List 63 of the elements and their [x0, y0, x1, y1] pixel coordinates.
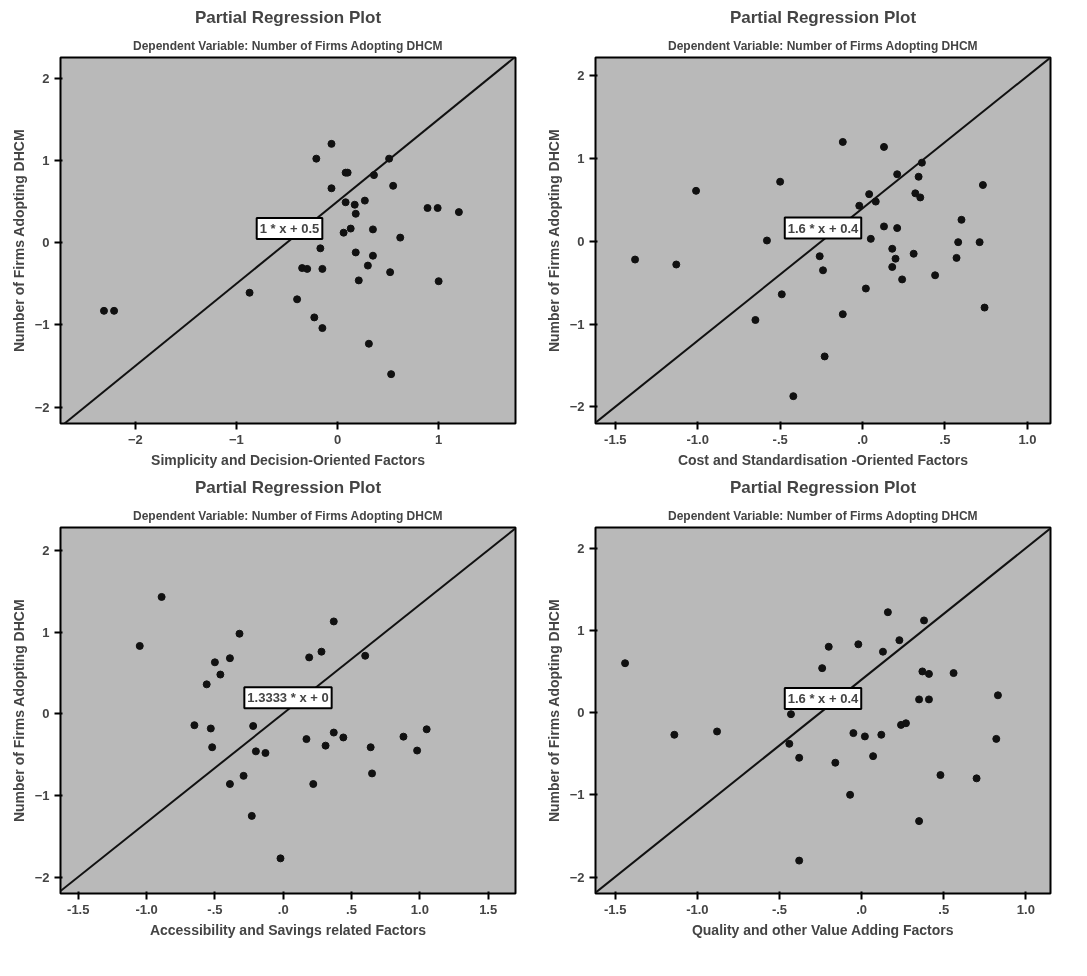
- x-tick-label: 1: [435, 431, 443, 447]
- y-tick-label: 1: [577, 622, 585, 638]
- y-tick-label: 0: [42, 706, 50, 722]
- y-tick-label: 0: [42, 235, 50, 251]
- x-tick-label: 1.0: [410, 901, 429, 917]
- x-axis-title: Cost and Standardisation -Oriented Factors: [677, 451, 969, 468]
- x-tick-label: -.5: [772, 431, 788, 447]
- y-tick-label: 2: [42, 542, 50, 558]
- annotation: 1.3333 * x + 0: [247, 690, 329, 706]
- x-tick-label: -1.5: [67, 901, 90, 917]
- y-tick-label: 2: [42, 70, 50, 86]
- x-tick-label: 1.0: [1018, 431, 1037, 447]
- y-tick-label: 2: [577, 68, 585, 84]
- x-axis-title: Simplicity and Decision-Oriented Factors: [151, 451, 426, 468]
- x-tick-label: -1.0: [686, 901, 709, 917]
- y-tick-label: −2: [34, 399, 50, 415]
- y-tick-label: −1: [34, 317, 50, 333]
- x-tick-label: -.5: [207, 901, 223, 917]
- x-tick-label: -1.0: [135, 901, 158, 917]
- x-tick-label: 0: [333, 431, 342, 447]
- y-tick-label: 1: [42, 624, 50, 640]
- x-tick-label: .5: [938, 901, 950, 917]
- chart-title: Partial Regression Plot: [729, 7, 917, 27]
- y-tick-label: 2: [577, 540, 585, 556]
- x-tick-label: 1.5: [479, 901, 498, 917]
- annotation: 1.6 * x + 0.4: [787, 220, 860, 236]
- y-tick-label: 0: [577, 233, 585, 249]
- x-tick-label: .5: [939, 431, 951, 447]
- chart-title: Partial Regression Plot: [729, 477, 917, 497]
- x-tick-label: 1.0: [1016, 901, 1035, 917]
- x-tick-label: -1.5: [604, 901, 627, 917]
- y-tick-label: −1: [34, 787, 50, 803]
- x-tick-label: .0: [856, 901, 868, 917]
- y-tick-label: −2: [34, 869, 50, 885]
- chart-subtitle: Dependent Variable: Number of Firms Adopting DHCM: [132, 38, 443, 53]
- x-tick-label: .5: [346, 901, 357, 917]
- x-tick-label: .0: [857, 431, 868, 447]
- y-tick-label: −1: [569, 316, 585, 332]
- x-tick-label: .0: [277, 901, 289, 917]
- chart-subtitle: Dependent Variable: Number of Firms Adopting DHCM: [667, 38, 978, 53]
- y-tick-label: 1: [42, 152, 50, 168]
- y-tick-label: 1: [577, 151, 585, 167]
- x-tick-label: -.5: [771, 901, 788, 917]
- y-axis-title: Number of Firms Adopting DHCM: [545, 129, 562, 353]
- chart-title: Partial Regression Plot: [194, 477, 382, 497]
- chart-subtitle: Dependent Variable: Number of Firms Adopting DHCM: [132, 508, 443, 523]
- annotation: 1 * x + 0.5: [259, 221, 320, 236]
- y-axis-title: Number of Firms Adopting DHCM: [10, 599, 27, 823]
- x-axis-title: Accessibility and Savings related Factors: [149, 921, 427, 938]
- annotation: 1.6 * x + 0.4: [787, 691, 860, 706]
- y-tick-label: −2: [569, 399, 585, 415]
- x-axis-title: Quality and other Value Adding Factors: [691, 921, 954, 938]
- y-tick-label: 0: [577, 705, 585, 721]
- x-tick-label: −2: [127, 431, 143, 447]
- y-tick-label: −2: [569, 869, 585, 885]
- y-tick-label: −1: [569, 787, 585, 803]
- x-tick-label: -1.0: [686, 431, 709, 447]
- y-axis-title: Number of Firms Adopting DHCM: [10, 129, 27, 353]
- chart-title: Partial Regression Plot: [194, 7, 382, 27]
- chart-subtitle: Dependent Variable: Number of Firms Adopting DHCM: [667, 508, 978, 523]
- y-axis-title: Number of Firms Adopting DHCM: [545, 599, 562, 823]
- x-tick-label: −1: [229, 431, 244, 447]
- x-tick-label: -1.5: [604, 431, 627, 447]
